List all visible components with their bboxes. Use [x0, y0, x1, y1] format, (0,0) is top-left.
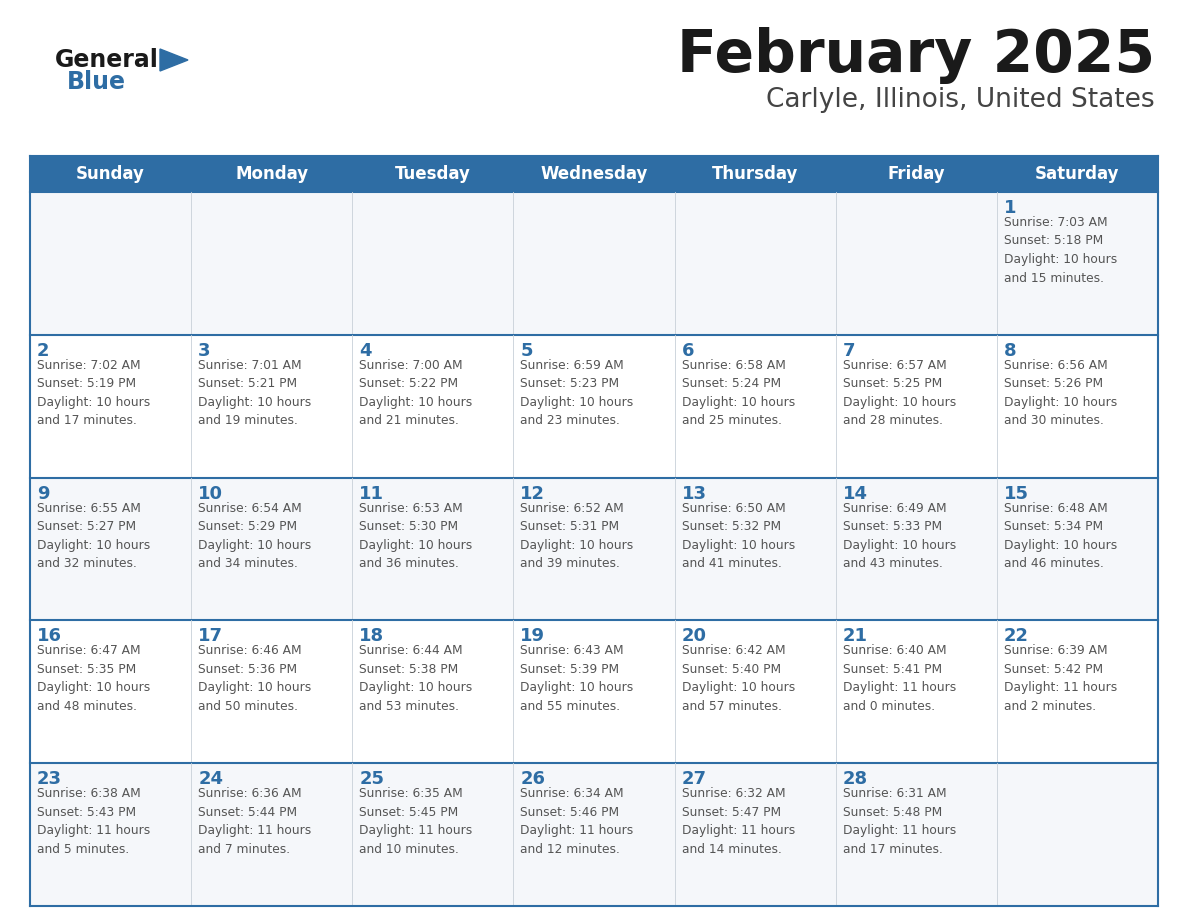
- Text: 3: 3: [198, 341, 210, 360]
- Text: 23: 23: [37, 770, 62, 789]
- Text: 12: 12: [520, 485, 545, 502]
- Text: 4: 4: [359, 341, 372, 360]
- Text: 24: 24: [198, 770, 223, 789]
- Text: 16: 16: [37, 627, 62, 645]
- Text: Sunrise: 6:47 AM
Sunset: 5:35 PM
Daylight: 10 hours
and 48 minutes.: Sunrise: 6:47 AM Sunset: 5:35 PM Dayligh…: [37, 644, 150, 713]
- Text: 26: 26: [520, 770, 545, 789]
- Bar: [30, 335, 1158, 477]
- Text: Wednesday: Wednesday: [541, 165, 647, 183]
- Text: Sunrise: 6:46 AM
Sunset: 5:36 PM
Daylight: 10 hours
and 50 minutes.: Sunrise: 6:46 AM Sunset: 5:36 PM Dayligh…: [198, 644, 311, 713]
- Text: Sunrise: 6:50 AM
Sunset: 5:32 PM
Daylight: 10 hours
and 41 minutes.: Sunrise: 6:50 AM Sunset: 5:32 PM Dayligh…: [682, 501, 795, 570]
- Text: 22: 22: [1004, 627, 1029, 645]
- Text: 21: 21: [842, 627, 867, 645]
- Text: 13: 13: [682, 485, 707, 502]
- Text: 19: 19: [520, 627, 545, 645]
- Bar: [30, 156, 1158, 192]
- Bar: [30, 621, 1158, 763]
- Text: Tuesday: Tuesday: [394, 165, 470, 183]
- Text: Sunrise: 6:42 AM
Sunset: 5:40 PM
Daylight: 10 hours
and 57 minutes.: Sunrise: 6:42 AM Sunset: 5:40 PM Dayligh…: [682, 644, 795, 713]
- Text: 5: 5: [520, 341, 533, 360]
- Text: 20: 20: [682, 627, 707, 645]
- Text: Sunrise: 6:43 AM
Sunset: 5:39 PM
Daylight: 10 hours
and 55 minutes.: Sunrise: 6:43 AM Sunset: 5:39 PM Dayligh…: [520, 644, 633, 713]
- Text: Sunrise: 6:59 AM
Sunset: 5:23 PM
Daylight: 10 hours
and 23 minutes.: Sunrise: 6:59 AM Sunset: 5:23 PM Dayligh…: [520, 359, 633, 427]
- Text: 6: 6: [682, 341, 694, 360]
- Text: Thursday: Thursday: [712, 165, 798, 183]
- Bar: [30, 192, 1158, 335]
- Text: 18: 18: [359, 627, 385, 645]
- Text: Sunrise: 6:58 AM
Sunset: 5:24 PM
Daylight: 10 hours
and 25 minutes.: Sunrise: 6:58 AM Sunset: 5:24 PM Dayligh…: [682, 359, 795, 427]
- Text: Sunday: Sunday: [76, 165, 145, 183]
- Text: Sunrise: 6:56 AM
Sunset: 5:26 PM
Daylight: 10 hours
and 30 minutes.: Sunrise: 6:56 AM Sunset: 5:26 PM Dayligh…: [1004, 359, 1117, 427]
- Text: Sunrise: 7:02 AM
Sunset: 5:19 PM
Daylight: 10 hours
and 17 minutes.: Sunrise: 7:02 AM Sunset: 5:19 PM Dayligh…: [37, 359, 150, 427]
- Text: 27: 27: [682, 770, 707, 789]
- Text: Sunrise: 6:52 AM
Sunset: 5:31 PM
Daylight: 10 hours
and 39 minutes.: Sunrise: 6:52 AM Sunset: 5:31 PM Dayligh…: [520, 501, 633, 570]
- Text: 7: 7: [842, 341, 855, 360]
- Text: Sunrise: 6:53 AM
Sunset: 5:30 PM
Daylight: 10 hours
and 36 minutes.: Sunrise: 6:53 AM Sunset: 5:30 PM Dayligh…: [359, 501, 473, 570]
- Text: Friday: Friday: [887, 165, 946, 183]
- Text: Sunrise: 6:35 AM
Sunset: 5:45 PM
Daylight: 11 hours
and 10 minutes.: Sunrise: 6:35 AM Sunset: 5:45 PM Dayligh…: [359, 788, 473, 856]
- Polygon shape: [160, 49, 188, 71]
- Text: Sunrise: 7:03 AM
Sunset: 5:18 PM
Daylight: 10 hours
and 15 minutes.: Sunrise: 7:03 AM Sunset: 5:18 PM Dayligh…: [1004, 216, 1117, 285]
- Text: 17: 17: [198, 627, 223, 645]
- Text: Carlyle, Illinois, United States: Carlyle, Illinois, United States: [766, 87, 1155, 113]
- Text: General: General: [55, 48, 159, 72]
- Text: Sunrise: 6:40 AM
Sunset: 5:41 PM
Daylight: 11 hours
and 0 minutes.: Sunrise: 6:40 AM Sunset: 5:41 PM Dayligh…: [842, 644, 956, 713]
- Text: 11: 11: [359, 485, 384, 502]
- Text: Sunrise: 6:57 AM
Sunset: 5:25 PM
Daylight: 10 hours
and 28 minutes.: Sunrise: 6:57 AM Sunset: 5:25 PM Dayligh…: [842, 359, 956, 427]
- Text: Sunrise: 6:44 AM
Sunset: 5:38 PM
Daylight: 10 hours
and 53 minutes.: Sunrise: 6:44 AM Sunset: 5:38 PM Dayligh…: [359, 644, 473, 713]
- Text: Sunrise: 6:31 AM
Sunset: 5:48 PM
Daylight: 11 hours
and 17 minutes.: Sunrise: 6:31 AM Sunset: 5:48 PM Dayligh…: [842, 788, 956, 856]
- Text: 14: 14: [842, 485, 867, 502]
- Bar: [30, 763, 1158, 906]
- Text: Sunrise: 7:00 AM
Sunset: 5:22 PM
Daylight: 10 hours
and 21 minutes.: Sunrise: 7:00 AM Sunset: 5:22 PM Dayligh…: [359, 359, 473, 427]
- Bar: [30, 477, 1158, 621]
- Text: Sunrise: 6:55 AM
Sunset: 5:27 PM
Daylight: 10 hours
and 32 minutes.: Sunrise: 6:55 AM Sunset: 5:27 PM Dayligh…: [37, 501, 150, 570]
- Text: Monday: Monday: [235, 165, 308, 183]
- Text: Sunrise: 6:49 AM
Sunset: 5:33 PM
Daylight: 10 hours
and 43 minutes.: Sunrise: 6:49 AM Sunset: 5:33 PM Dayligh…: [842, 501, 956, 570]
- Text: Sunrise: 6:36 AM
Sunset: 5:44 PM
Daylight: 11 hours
and 7 minutes.: Sunrise: 6:36 AM Sunset: 5:44 PM Dayligh…: [198, 788, 311, 856]
- Text: Sunrise: 6:34 AM
Sunset: 5:46 PM
Daylight: 11 hours
and 12 minutes.: Sunrise: 6:34 AM Sunset: 5:46 PM Dayligh…: [520, 788, 633, 856]
- Text: 1: 1: [1004, 199, 1017, 217]
- Text: 2: 2: [37, 341, 50, 360]
- Text: 10: 10: [198, 485, 223, 502]
- Text: Sunrise: 7:01 AM
Sunset: 5:21 PM
Daylight: 10 hours
and 19 minutes.: Sunrise: 7:01 AM Sunset: 5:21 PM Dayligh…: [198, 359, 311, 427]
- Text: Sunrise: 6:39 AM
Sunset: 5:42 PM
Daylight: 11 hours
and 2 minutes.: Sunrise: 6:39 AM Sunset: 5:42 PM Dayligh…: [1004, 644, 1117, 713]
- Text: February 2025: February 2025: [677, 28, 1155, 84]
- Text: Blue: Blue: [67, 70, 126, 94]
- Text: 25: 25: [359, 770, 384, 789]
- Text: 28: 28: [842, 770, 868, 789]
- Text: 8: 8: [1004, 341, 1017, 360]
- Text: Sunrise: 6:38 AM
Sunset: 5:43 PM
Daylight: 11 hours
and 5 minutes.: Sunrise: 6:38 AM Sunset: 5:43 PM Dayligh…: [37, 788, 150, 856]
- Text: Sunrise: 6:32 AM
Sunset: 5:47 PM
Daylight: 11 hours
and 14 minutes.: Sunrise: 6:32 AM Sunset: 5:47 PM Dayligh…: [682, 788, 795, 856]
- Text: Saturday: Saturday: [1035, 165, 1119, 183]
- Text: Sunrise: 6:48 AM
Sunset: 5:34 PM
Daylight: 10 hours
and 46 minutes.: Sunrise: 6:48 AM Sunset: 5:34 PM Dayligh…: [1004, 501, 1117, 570]
- Text: 9: 9: [37, 485, 50, 502]
- Text: Sunrise: 6:54 AM
Sunset: 5:29 PM
Daylight: 10 hours
and 34 minutes.: Sunrise: 6:54 AM Sunset: 5:29 PM Dayligh…: [198, 501, 311, 570]
- Text: 15: 15: [1004, 485, 1029, 502]
